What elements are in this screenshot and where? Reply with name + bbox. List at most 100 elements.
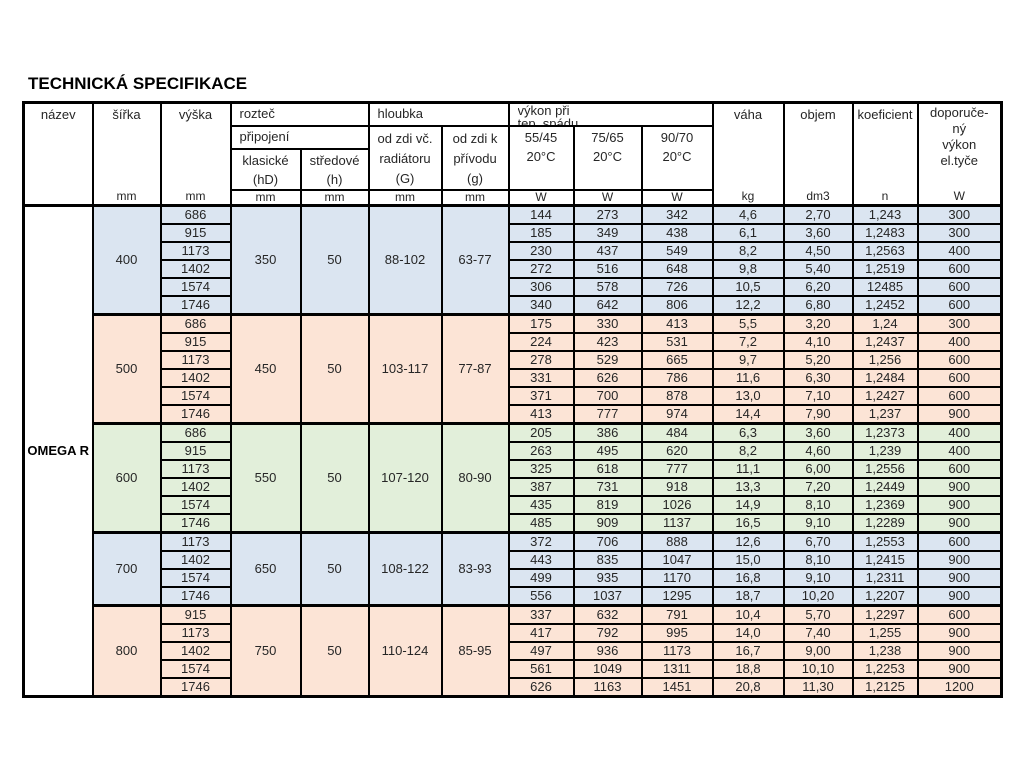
col-header-sirka: šířka mm (91, 101, 162, 207)
recommended-el-power-cell: 900 (916, 477, 1003, 497)
volume-dm3-cell: 10,10 (782, 659, 854, 679)
height-cell: 1173 (159, 623, 232, 643)
spec-row: 1574 306 578 726 10,5 6,20 12485 600 (24, 277, 1003, 297)
recommended-el-power-cell: 900 (916, 550, 1003, 570)
recommended-el-power-cell: 600 (916, 604, 1003, 625)
coefficient-n-cell: 1,2484 (851, 368, 919, 388)
volume-dm3-cell: 6,80 (782, 295, 854, 316)
power-55-45-cell: 278 (507, 350, 575, 370)
power-90-70-cell: 974 (640, 404, 714, 425)
power-75-65-cell: 1037 (572, 586, 643, 607)
coefficient-n-cell: 1,2369 (851, 495, 919, 515)
volume-dm3-cell: 3,60 (782, 223, 854, 243)
width-cell: 800 (91, 604, 162, 698)
pitch-central-cell: 50 (299, 604, 370, 698)
depth-from-wall-cell: 88-102 (367, 204, 443, 316)
col-header-stredove: středové (h) (299, 148, 370, 191)
recommended-el-power-cell: 400 (916, 422, 1003, 443)
height-cell: 1402 (159, 550, 232, 570)
col-header-vyska: výška mm (159, 101, 232, 207)
volume-dm3-cell: 10,20 (782, 586, 854, 607)
spec-row: 1402 387 731 918 13,3 7,20 1,2449 900 (24, 477, 1003, 497)
power-55-45-cell: 205 (507, 422, 575, 443)
depth-from-wall-cell: 110-124 (367, 604, 443, 698)
height-cell: 1173 (159, 350, 232, 370)
pitch-classic-cell: 550 (229, 422, 302, 534)
power-55-45-cell: 224 (507, 332, 575, 352)
unit-w: W (953, 189, 965, 203)
spec-row: 1402 272 516 648 9,8 5,40 1,2519 600 (24, 259, 1003, 279)
recommended-el-power-cell: 900 (916, 659, 1003, 679)
power-75-65-cell: 936 (572, 641, 643, 661)
col-header-doporuceny: doporuče- ný výkon el.tyče W (916, 101, 1003, 207)
power-90-70-cell: 888 (640, 531, 714, 552)
coefficient-n-cell: 1,24 (851, 313, 919, 334)
height-cell: 1746 (159, 513, 232, 534)
weight-kg-cell: 10,4 (711, 604, 785, 625)
spec-row: 1574 371 700 878 13,0 7,10 1,2427 600 (24, 386, 1003, 406)
height-cell: 915 (159, 604, 232, 625)
power-75-65-cell: 386 (572, 422, 643, 443)
coefficient-n-cell: 1,2415 (851, 550, 919, 570)
coefficient-n-cell: 1,2289 (851, 513, 919, 534)
unit-mm: mm (299, 189, 370, 207)
weight-kg-cell: 9,8 (711, 259, 785, 279)
power-90-70-cell: 1173 (640, 641, 714, 661)
recommended-el-power-cell: 600 (916, 531, 1003, 552)
volume-dm3-cell: 7,90 (782, 404, 854, 425)
header-row-1: název šířka mm výška mm rozteč hloubka v… (22, 101, 1003, 207)
recommended-el-power-cell: 600 (916, 350, 1003, 370)
power-55-45-cell: 185 (507, 223, 575, 243)
width-cell: 500 (91, 313, 162, 425)
spec-row: 1574 435 819 1026 14,9 8,10 1,2369 900 (24, 495, 1003, 515)
unit-mm: mm (229, 189, 302, 207)
power-90-70-cell: 549 (640, 241, 714, 261)
power-90-70-cell: 1311 (640, 659, 714, 679)
recommended-el-power-cell: 900 (916, 568, 1003, 588)
coefficient-n-cell: 1,2553 (851, 531, 919, 552)
power-75-65-cell: 835 (572, 550, 643, 570)
coefficient-n-cell: 1,255 (851, 623, 919, 643)
weight-kg-cell: 16,5 (711, 513, 785, 534)
coefficient-n-cell: 1,2373 (851, 422, 919, 443)
col-header-vykon: výkon při tep. spádu (507, 101, 714, 127)
unit-w: W (507, 189, 575, 207)
recommended-el-power-cell: 900 (916, 495, 1003, 515)
weight-kg-cell: 16,7 (711, 641, 785, 661)
recommended-el-power-cell: 400 (916, 441, 1003, 461)
coefficient-n-cell: 1,238 (851, 641, 919, 661)
power-90-70-cell: 438 (640, 223, 714, 243)
spec-row: 500 686 450 50 103-117 77-87 175 330 413 5,5 3,20 1… (24, 313, 1003, 425)
power-55-45-cell: 443 (507, 550, 575, 570)
power-90-70-cell: 786 (640, 368, 714, 388)
recommended-el-power-cell: 600 (916, 277, 1003, 297)
spec-row: 1402 331 626 786 11,6 6,30 1,2484 600 (24, 368, 1003, 388)
spec-row: 1173 417 792 995 14,0 7,40 1,255 900 (24, 623, 1003, 643)
volume-dm3-cell: 9,10 (782, 513, 854, 534)
coefficient-n-cell: 1,239 (851, 441, 919, 461)
width-cell: 400 (91, 204, 162, 316)
col-header-koeficient: koeficient n (851, 101, 919, 207)
power-55-45-cell: 497 (507, 641, 575, 661)
spec-row: 915 263 495 620 8,2 4,60 1,239 400 (24, 441, 1003, 461)
power-90-70-cell: 1137 (640, 513, 714, 534)
power-90-70-cell: 878 (640, 386, 714, 406)
power-75-65-cell: 423 (572, 332, 643, 352)
weight-kg-cell: 15,0 (711, 550, 785, 570)
height-cell: 1173 (159, 459, 232, 479)
height-cell: 1746 (159, 586, 232, 607)
volume-dm3-cell: 4,50 (782, 241, 854, 261)
power-55-45-cell: 175 (507, 313, 575, 334)
recommended-el-power-cell: 400 (916, 241, 1003, 261)
pitch-central-cell: 50 (299, 204, 370, 316)
power-55-45-cell: 340 (507, 295, 575, 316)
volume-dm3-cell: 8,10 (782, 495, 854, 515)
power-55-45-cell: 144 (507, 204, 575, 225)
unit-w: W (640, 189, 714, 207)
page-title: TECHNICKÁ SPECIFIKACE (28, 74, 248, 93)
power-75-65-cell: 819 (572, 495, 643, 515)
spec-row: 700 1173 650 50 108-122 83-93 372 706 888 12,6 6,7… (24, 531, 1003, 607)
height-cell: 1746 (159, 295, 232, 316)
coefficient-n-cell: 1,2563 (851, 241, 919, 261)
product-name-cell: OMEGA R (22, 204, 94, 698)
